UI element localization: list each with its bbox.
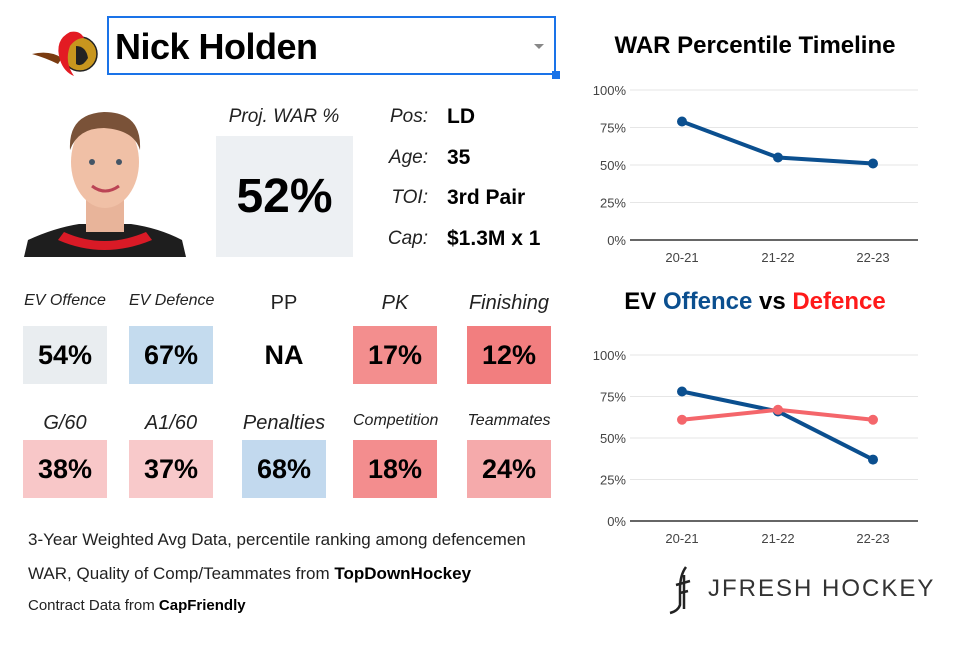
y-tick-label: 0% [607,514,626,529]
player-photo [24,112,186,257]
tile-value-g-60: 38% [23,440,107,498]
x-tick-label: 20-21 [665,531,698,546]
tile-label-ev-offence: EV Offence [24,292,106,309]
data-point [677,414,687,425]
info-value: 3rd Pair [447,186,526,209]
tile-value-finishing: 12% [467,326,551,384]
y-tick-label: 75% [600,390,626,405]
proj-war-label: Proj. WAR % [228,106,340,127]
y-tick-label: 25% [600,196,626,211]
ev-offence-defence-chart: 0% 25% 50% 75% 100% 20-21 21-22 22-23 [593,348,918,546]
tile-label-teammates: Teammates [467,412,551,429]
footer-line2: WAR, Quality of Comp/Teammates from TopD… [28,564,471,584]
title-part: Offence [662,288,753,315]
y-tick-label: 100% [593,348,627,363]
player-name: Nick Holden [115,26,318,67]
y-tick-label: 0% [607,233,626,248]
tile-label-pp: PP [270,292,298,314]
data-point [868,454,878,465]
proj-war-value: 52% [216,136,353,257]
footer-line1: 3-Year Weighted Avg Data, percentile ran… [28,530,526,549]
data-point [868,158,878,169]
info-label: Age: [388,147,428,168]
footer-text: Contract Data from [28,597,159,614]
info-value: 35 [447,146,471,169]
y-tick-label: 75% [600,121,626,136]
data-point [677,386,687,397]
tile-label-finishing: Finishing [468,292,550,314]
chart2-title: EV Offence vs Defence [580,288,930,316]
info-label: Cap: [387,228,428,249]
tile-label-pk: PK [381,292,409,314]
brand-text: JFRESH HOCKEY [708,575,936,602]
tile-value-competition: 18% [353,440,437,498]
y-tick-label: 50% [600,158,626,173]
data-point [773,152,783,163]
data-point [677,116,687,127]
series-line-0 [681,389,874,462]
chevron-down-icon[interactable] [534,44,544,49]
x-tick-label: 22-23 [856,250,889,265]
war-timeline-chart: 0% 25% 50% 75% 100% 20-21 21-22 22-23 [593,83,918,265]
tile-label-g-60: G/60 [43,412,87,434]
title-part: vs [752,288,793,315]
info-label: TOI: [391,187,428,208]
info-label: Pos: [389,106,428,127]
tile-label-competition: Competition [353,412,439,429]
tile-value-teammates: 24% [467,440,551,498]
tile-value-a1-60: 37% [129,440,213,498]
brand-logo: JFRESH HOCKEY [668,565,938,615]
title-part: EV [624,288,663,315]
tile-value-ev-defence: 67% [129,326,213,384]
y-tick-label: 50% [600,431,626,446]
source-capfriendly: CapFriendly [158,597,246,614]
tile-value-penalties: 68% [242,440,326,498]
x-tick-label: 20-21 [665,250,698,265]
tile-value-pp: NA [242,326,326,384]
info-value: $1.3M x 1 [447,227,541,250]
x-tick-label: 21-22 [761,531,794,546]
x-tick-label: 22-23 [856,531,889,546]
tile-value-ev-offence: 54% [23,326,107,384]
data-point [773,404,783,415]
info-value: LD [447,105,475,128]
y-tick-label: 100% [593,83,627,98]
title-part: Defence [792,288,886,315]
footer-text: WAR, Quality of Comp/Teammates from [28,564,335,583]
source-topdownhockey: TopDownHockey [334,564,472,583]
tile-label-ev-defence: EV Defence [129,292,215,309]
data-point [868,414,878,425]
y-tick-label: 25% [600,473,626,488]
team-logo [32,31,98,77]
jfresh-logo-icon [669,566,691,615]
player-selector[interactable]: Nick Holden [107,16,556,75]
selection-handle[interactable] [552,71,560,79]
chart1-title: WAR Percentile Timeline [614,32,896,59]
x-tick-label: 21-22 [761,250,794,265]
footer-line3: Contract Data from CapFriendly [28,597,246,614]
tile-label-a1-60: A1/60 [144,412,198,434]
tile-label-penalties: Penalties [242,412,326,434]
tile-value-pk: 17% [353,326,437,384]
